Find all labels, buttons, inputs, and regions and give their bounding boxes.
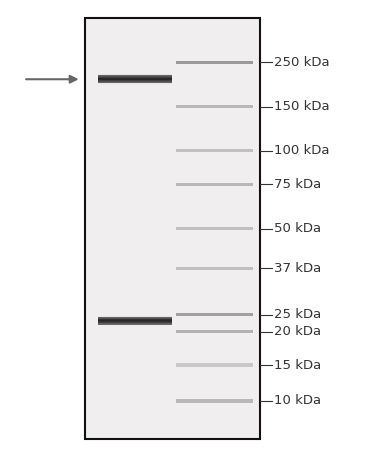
Bar [99,315,171,316]
FancyBboxPatch shape [85,18,260,439]
Bar [99,74,171,75]
Bar [99,78,171,79]
Bar [176,267,253,270]
Bar [176,363,253,367]
Text: 25 kDa: 25 kDa [274,308,321,321]
Bar [176,105,253,108]
Text: 250 kDa: 250 kDa [274,56,329,69]
Text: 20 kDa: 20 kDa [274,325,320,338]
Bar [99,318,171,319]
Text: 15 kDa: 15 kDa [274,359,321,372]
Bar [176,183,253,186]
Text: 50 kDa: 50 kDa [274,222,320,235]
Bar [176,399,253,403]
Text: 37 kDa: 37 kDa [274,262,321,275]
Bar [99,76,171,77]
Bar [99,326,171,327]
Bar [99,322,171,323]
Bar [99,77,171,78]
Bar [176,149,253,152]
Bar [99,80,171,81]
Bar [99,319,171,320]
Bar [99,72,171,73]
Bar [99,83,171,84]
Bar [99,324,171,325]
Bar [99,75,171,76]
Bar [99,323,171,324]
Bar [99,73,171,74]
Bar [99,325,171,326]
Text: 150 kDa: 150 kDa [274,100,329,113]
Bar [99,84,171,85]
Text: 10 kDa: 10 kDa [274,394,320,407]
Bar [99,82,171,83]
Bar [176,227,253,230]
Bar [99,75,171,83]
Text: 100 kDa: 100 kDa [274,144,329,157]
Bar [99,321,171,322]
Bar [99,79,171,80]
Bar [176,330,253,333]
Bar [99,316,171,317]
Bar [99,314,171,315]
Bar [99,317,171,318]
Bar [176,313,253,316]
Bar [99,318,171,324]
Text: 75 kDa: 75 kDa [274,178,321,191]
Bar [176,61,253,64]
Bar [99,320,171,321]
